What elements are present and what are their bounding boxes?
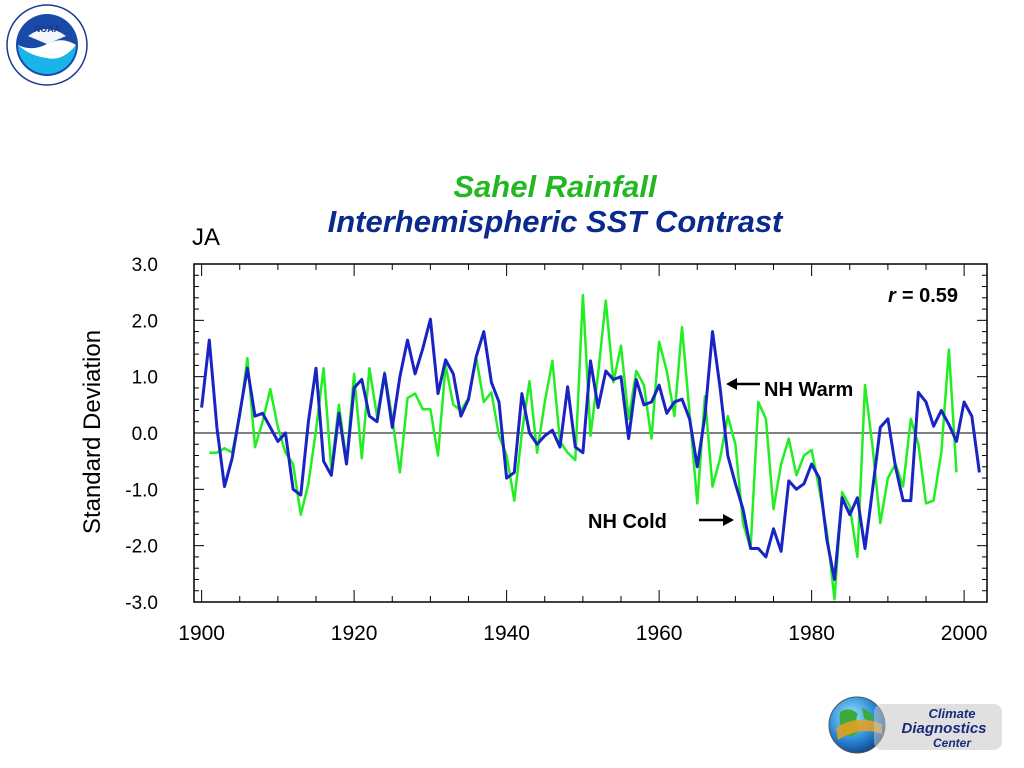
y-tick-label: 1.0	[132, 368, 158, 389]
y-tick-label: 3.0	[132, 255, 158, 276]
y-tick-label: -3.0	[125, 593, 158, 614]
title-sahel-rainfall: Sahel Rainfall	[453, 169, 657, 204]
x-tick-label: 1940	[483, 622, 530, 645]
noaa-logo: NOAA	[6, 4, 88, 86]
season-label: JA	[192, 224, 220, 251]
r-value: = 0.59	[902, 285, 958, 307]
x-tick-label: 1920	[331, 622, 378, 645]
annotation-nh-cold-text: NH Cold	[588, 511, 667, 533]
plot-frame	[193, 263, 988, 603]
cdc-logo-line3: Center	[933, 736, 972, 750]
annotation-nh-warm: NH Warm	[726, 378, 853, 401]
cdc-logo-line1: Climate	[929, 706, 976, 721]
r-symbol: r	[888, 285, 897, 307]
chart-title: Sahel Rainfall Interhemispheric SST Cont…	[0, 170, 1024, 240]
x-tick-label: 1960	[636, 622, 683, 645]
correlation-label: r = 0.59	[888, 285, 958, 307]
x-tick-label: 1980	[788, 622, 835, 645]
y-tick-label: -1.0	[125, 480, 158, 501]
cdc-logo-line2: Diagnostics	[901, 720, 986, 737]
x-tick-labels: 1900 1920 1940 1960 1980 2000	[178, 622, 987, 645]
y-tick-label: 2.0	[132, 311, 158, 332]
arrow-right-icon	[723, 514, 734, 526]
y-axis-label: Standard Deviation	[79, 330, 106, 534]
y-tick-labels: 3.0 2.0 1.0 0.0 -1.0 -2.0 -3.0	[125, 255, 158, 614]
annotation-nh-cold: NH Cold	[588, 511, 734, 533]
y-tick-label: 0.0	[132, 424, 158, 445]
x-tick-label: 2000	[941, 622, 988, 645]
annotation-nh-warm-text: NH Warm	[764, 379, 853, 401]
cdc-logo: Climate Diagnostics Center	[828, 696, 1002, 754]
y-tick-label: -2.0	[125, 537, 158, 558]
series-sst-contrast-line	[200, 317, 981, 581]
arrow-left-icon	[726, 378, 737, 390]
title-sst-contrast: Interhemispheric SST Contrast	[327, 204, 783, 239]
noaa-logo-text: NOAA	[34, 24, 61, 34]
x-tick-label: 1900	[178, 622, 225, 645]
